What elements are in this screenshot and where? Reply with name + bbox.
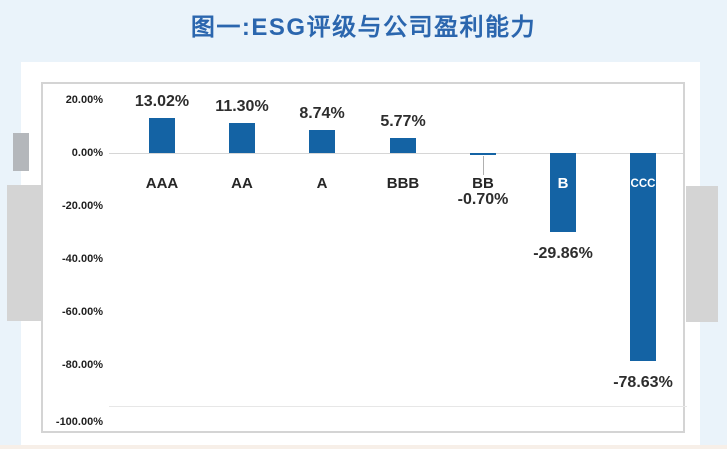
grey-placeholder-block-small-left xyxy=(13,133,29,171)
grey-placeholder-block-right xyxy=(686,186,718,322)
bar-category-label: AAA xyxy=(145,175,179,192)
y-axis-tick: -20.00% xyxy=(62,200,103,212)
bar-bb xyxy=(470,153,496,155)
bar-chart: 20.00% 0.00% -20.00% -40.00% -60.00% -80.00% -… xyxy=(41,82,687,433)
bar-category-label: BB xyxy=(472,175,494,192)
bar-category-label: A xyxy=(316,175,328,192)
bar-bbb xyxy=(390,138,416,153)
y-axis-tick: -60.00% xyxy=(62,306,103,318)
bar-value-label: -0.70% xyxy=(457,191,509,208)
bar-a xyxy=(309,130,335,153)
bar-aaa xyxy=(149,118,175,153)
bar-category-label: AA xyxy=(231,175,253,192)
bar-category-label: BBB xyxy=(386,175,420,192)
bottom-gridline xyxy=(109,406,687,407)
bar-value-label: 13.02% xyxy=(134,93,190,110)
bar-ccc xyxy=(630,153,656,361)
label-leader-line xyxy=(483,156,484,175)
bar-b xyxy=(550,153,576,232)
bar-category-label-inside: B xyxy=(557,175,569,192)
bottom-strip xyxy=(0,445,727,449)
bar-aa xyxy=(229,123,255,153)
grey-placeholder-block-left xyxy=(7,185,43,321)
y-axis-tick: 20.00% xyxy=(65,94,103,106)
page-title: 图一:ESG评级与公司盈利能力 xyxy=(190,14,537,41)
bar-value-label: -29.86% xyxy=(533,245,593,262)
bar-category-label-inside: CCC xyxy=(630,178,656,190)
y-axis-tick: 0.00% xyxy=(71,147,103,159)
bar-value-label: 8.74% xyxy=(299,105,345,122)
y-axis-tick: -100.00% xyxy=(55,416,103,428)
bar-value-label: 5.77% xyxy=(380,113,426,130)
bar-value-label: 11.30% xyxy=(215,98,269,115)
bar-value-label: -78.63% xyxy=(613,374,673,391)
y-axis-tick: -80.00% xyxy=(62,359,103,371)
zero-axis-line xyxy=(109,153,683,154)
y-axis-tick: -40.00% xyxy=(62,253,103,265)
